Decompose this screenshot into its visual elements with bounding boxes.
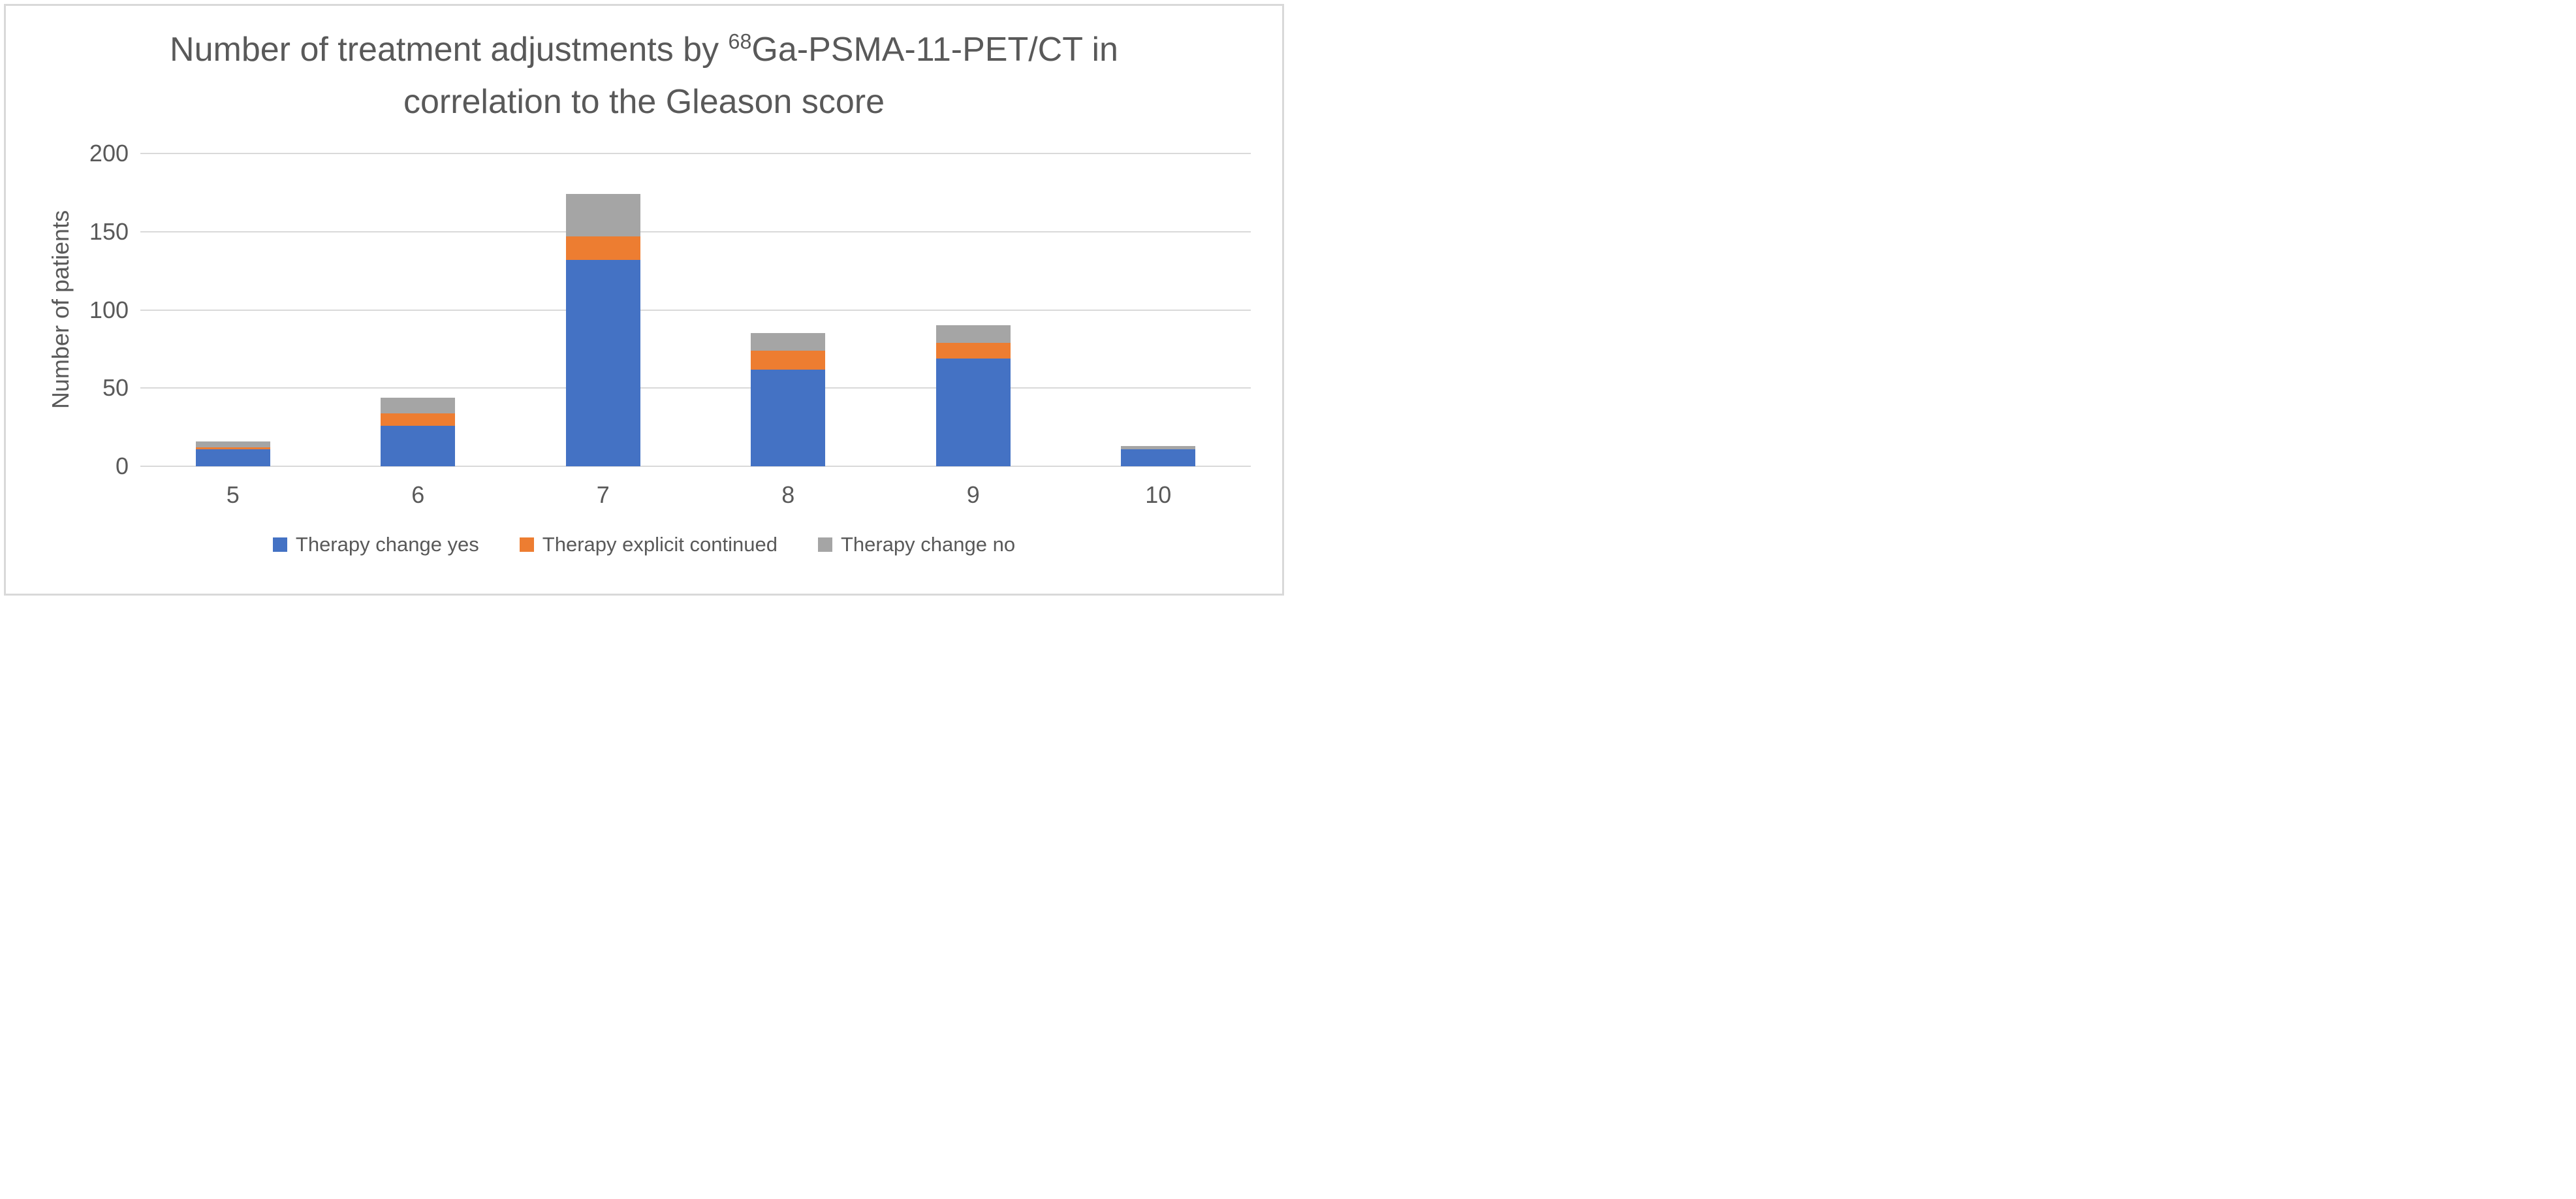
legend: Therapy change yes Therapy explicit conti… (0, 533, 1288, 556)
bar-segment (565, 194, 640, 236)
bar-segment (751, 369, 826, 466)
x-tick-label: 8 (781, 481, 795, 508)
bar-segment (1121, 449, 1196, 466)
y-tick-label: 200 (89, 140, 129, 167)
legend-label: Therapy change no (840, 533, 1016, 556)
x-tick-label: 10 (1145, 481, 1172, 508)
legend-label: Therapy explicit continued (542, 533, 778, 556)
chart-title-line1-pre: Number of treatment adjustments by (170, 31, 729, 69)
gridline-200 (140, 153, 1251, 154)
bar-segment (195, 449, 270, 466)
chart-canvas: Number of treatment adjustments by 68Ga-… (0, 0, 1288, 600)
y-tick-label: 0 (115, 453, 129, 479)
x-tick-label: 7 (596, 481, 610, 508)
x-tick-label: 5 (226, 481, 240, 508)
gridline-50 (140, 387, 1251, 389)
bar-segment (1121, 445, 1196, 449)
bar-segment (751, 333, 826, 351)
legend-item: Therapy change no (817, 533, 1016, 556)
x-tick-label: 9 (966, 481, 980, 508)
legend-item: Therapy change yes (272, 533, 479, 556)
legend-label: Therapy change yes (295, 533, 479, 556)
chart-title-line1-post: Ga-PSMA-11-PET/CT in (751, 31, 1118, 69)
bar-segment (935, 325, 1011, 343)
bar-segment (565, 259, 640, 466)
y-tick-label: 150 (89, 217, 129, 245)
bar-segment (195, 441, 270, 448)
bar-segment (381, 397, 456, 413)
bar-segment (195, 447, 270, 449)
chart-title: Number of treatment adjustments by 68Ga-… (0, 24, 1288, 128)
x-tick-label: 6 (411, 481, 425, 508)
y-tick-label: 50 (102, 374, 129, 402)
bar-segment (381, 425, 456, 466)
bar-segment (935, 342, 1011, 359)
bar-segment (935, 358, 1011, 466)
gridline-150 (140, 231, 1251, 232)
gridline-100 (140, 309, 1251, 311)
bar-segment (565, 236, 640, 260)
legend-swatch-icon (817, 537, 832, 552)
bar-segment (381, 413, 456, 426)
plot-area: Number of patients 0 50 100 150 200 5 6 7 8 9 10 (0, 0, 1288, 600)
chart-title-line2: correlation to the Gleason score (403, 83, 885, 121)
bar-segment (751, 350, 826, 370)
gridline-0 (140, 466, 1251, 467)
y-tick-label: 100 (89, 296, 129, 323)
legend-swatch-icon (519, 537, 534, 552)
legend-item: Therapy explicit continued (519, 533, 778, 556)
legend-swatch-icon (272, 537, 287, 552)
isotope-superscript: 68 (728, 29, 752, 54)
